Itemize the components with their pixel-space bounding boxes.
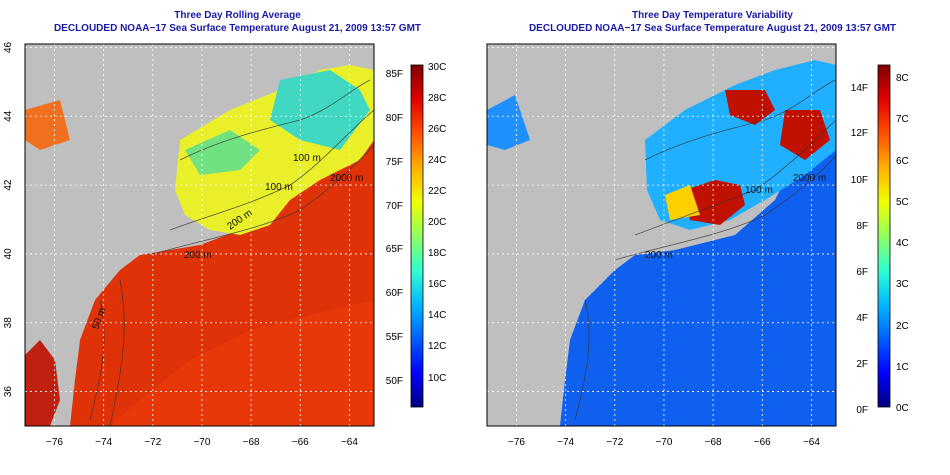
left-colorbar-fahrenheit-scale: 85F 80F 75F 70F 65F 60F 55F 50F (386, 69, 403, 387)
right-map-area: 100 m 2000 m 200 m (487, 44, 836, 426)
left-cb-c-label-14: 14C (428, 310, 446, 321)
left-lat-label-2: 38 (3, 317, 14, 329)
left-cb-c-label-30: 30C (428, 62, 446, 73)
left-lon-label-1: −76 (46, 437, 63, 448)
right-cb-f-label-12: 12F (851, 128, 868, 139)
left-graticule (25, 44, 374, 426)
gulf-of-maine-cool-water (270, 70, 370, 150)
sst-variability-panel: Three Day Temperature Variability DECLOU… (475, 0, 950, 475)
right-lon-axis: −76 −74 −72 −70 −68 −66 −64 (508, 437, 820, 448)
left-cb-c-label-26: 26C (428, 124, 446, 135)
right-cb-f-label-4: 4F (856, 313, 868, 324)
left-lon-label-5: −68 (243, 437, 260, 448)
high-variability-patch-1 (685, 180, 745, 225)
sst-average-panel: Three Day Rolling Average DECLOUDED NOAA… (3, 10, 446, 448)
left-cb-c-label-16: 16C (428, 279, 446, 290)
right-contour-labels: 100 m 2000 m 200 m (645, 173, 826, 261)
chesapeake-bay (25, 340, 60, 426)
contour-label-2000m: 2000 m (793, 173, 826, 184)
left-lat-label-1: 36 (3, 386, 14, 398)
right-cb-c-label-7: 7C (896, 114, 909, 125)
moderate-variability-patch (665, 185, 700, 220)
right-cb-c-label-2: 2C (896, 321, 909, 332)
right-cb-f-label-2: 2F (856, 359, 868, 370)
right-lon-label-6: −66 (754, 437, 771, 448)
right-cb-c-label-3: 3C (896, 279, 909, 290)
contour-label-100m-b: 100 m (265, 182, 293, 193)
right-lon-label-7: −64 (803, 437, 820, 448)
left-cb-c-label-24: 24C (428, 155, 446, 166)
left-cb-c-label-12: 12C (428, 341, 446, 352)
left-cb-f-label-70: 70F (386, 201, 403, 212)
right-cb-c-label-0: 0C (896, 403, 909, 414)
left-lat-axis: 36 38 40 42 44 46 (3, 41, 14, 397)
right-cb-c-label-1: 1C (896, 362, 909, 373)
left-cb-f-label-65: 65F (386, 244, 403, 255)
right-cb-c-label-8: 8C (896, 73, 909, 84)
left-lon-label-6: −66 (292, 437, 309, 448)
contour-label-200m: 200 m (645, 250, 673, 261)
right-map-subtitle: DECLOUDED NOAA−17 Sea Surface Temperatur… (528, 23, 897, 34)
left-cb-c-label-10: 10C (428, 373, 446, 384)
left-lon-label-7: −64 (341, 437, 358, 448)
left-cb-f-label-80: 80F (386, 113, 403, 124)
contour-label-100m-a: 100 m (293, 153, 321, 164)
georges-bank-water (185, 130, 260, 175)
left-map-subtitle: DECLOUDED NOAA−17 Sea Surface Temperatur… (53, 23, 422, 34)
left-lon-label-4: −70 (193, 437, 210, 448)
right-cb-f-label-6: 6F (856, 267, 868, 278)
right-cb-f-label-0: 0F (856, 405, 868, 416)
high-variability-patch-3 (780, 110, 830, 160)
left-cb-f-label-75: 75F (386, 157, 403, 168)
right-cb-c-label-4: 4C (896, 238, 909, 249)
left-map-title: Three Day Rolling Average (174, 10, 301, 21)
right-cb-f-label-8: 8F (856, 221, 868, 232)
right-cb-f-label-10: 10F (851, 175, 868, 186)
depth-contours (574, 79, 836, 421)
right-lon-label-4: −70 (655, 437, 672, 448)
left-lon-axis: −76 −74 −72 −70 −68 −66 −64 (46, 437, 358, 448)
right-cb-c-label-5: 5C (896, 197, 909, 208)
right-map-title: Three Day Temperature Variability (632, 10, 793, 21)
inland-lake-water (25, 100, 70, 150)
right-cb-c-label-6: 6C (896, 156, 909, 167)
left-cb-c-label-18: 18C (428, 248, 446, 259)
right-colorbar-celsius-scale: 8C 7C 6C 5C 4C 3C 2C 1C 0C (896, 73, 909, 414)
left-cb-c-label-20: 20C (428, 217, 446, 228)
right-lon-label-2: −74 (557, 437, 574, 448)
left-cb-c-label-22: 22C (428, 186, 446, 197)
left-lon-label-3: −72 (144, 437, 161, 448)
left-lon-label-2: −74 (95, 437, 112, 448)
left-lat-label-5: 44 (3, 110, 14, 122)
contour-label-100m: 100 m (745, 185, 773, 196)
right-lon-label-1: −76 (508, 437, 525, 448)
left-lat-label-6: 46 (3, 41, 14, 53)
right-graticule (487, 44, 836, 426)
left-cb-c-label-28: 28C (428, 93, 446, 104)
right-map-figure: 100 m 2000 m 200 m −76 −74 −72 −70 −68 −… (486, 43, 909, 448)
left-colorbar (410, 64, 424, 408)
left-cb-f-label-85: 85F (386, 69, 403, 80)
left-cb-f-label-60: 60F (386, 288, 403, 299)
inland-lake-water (487, 95, 530, 150)
right-lon-label-5: −68 (705, 437, 722, 448)
left-map-figure: 100 m 100 m 2000 m 200 m 200 m 50 m −76 … (3, 41, 446, 448)
right-map-frame (486, 43, 837, 427)
left-map-frame (24, 43, 375, 427)
right-lon-label-3: −72 (606, 437, 623, 448)
contour-label-200m-b: 200 m (184, 250, 212, 261)
right-colorbar (877, 64, 891, 408)
right-colorbar-fahrenheit-scale: 14F 12F 10F 8F 6F 4F 2F 0F (851, 83, 868, 416)
left-cb-f-label-55: 55F (386, 332, 403, 343)
depth-contours (89, 79, 374, 426)
left-lat-label-4: 42 (3, 179, 14, 191)
left-map-area: 100 m 100 m 2000 m 200 m 200 m 50 m (25, 44, 374, 426)
left-lat-label-3: 40 (3, 248, 14, 260)
left-colorbar-celsius-scale: 30C 28C 26C 24C 22C 20C 18C 16C 14C 12C … (428, 62, 446, 384)
contour-label-2000m: 2000 m (330, 173, 363, 184)
right-cb-f-label-14: 14F (851, 83, 868, 94)
left-cb-f-label-50: 50F (386, 376, 403, 387)
